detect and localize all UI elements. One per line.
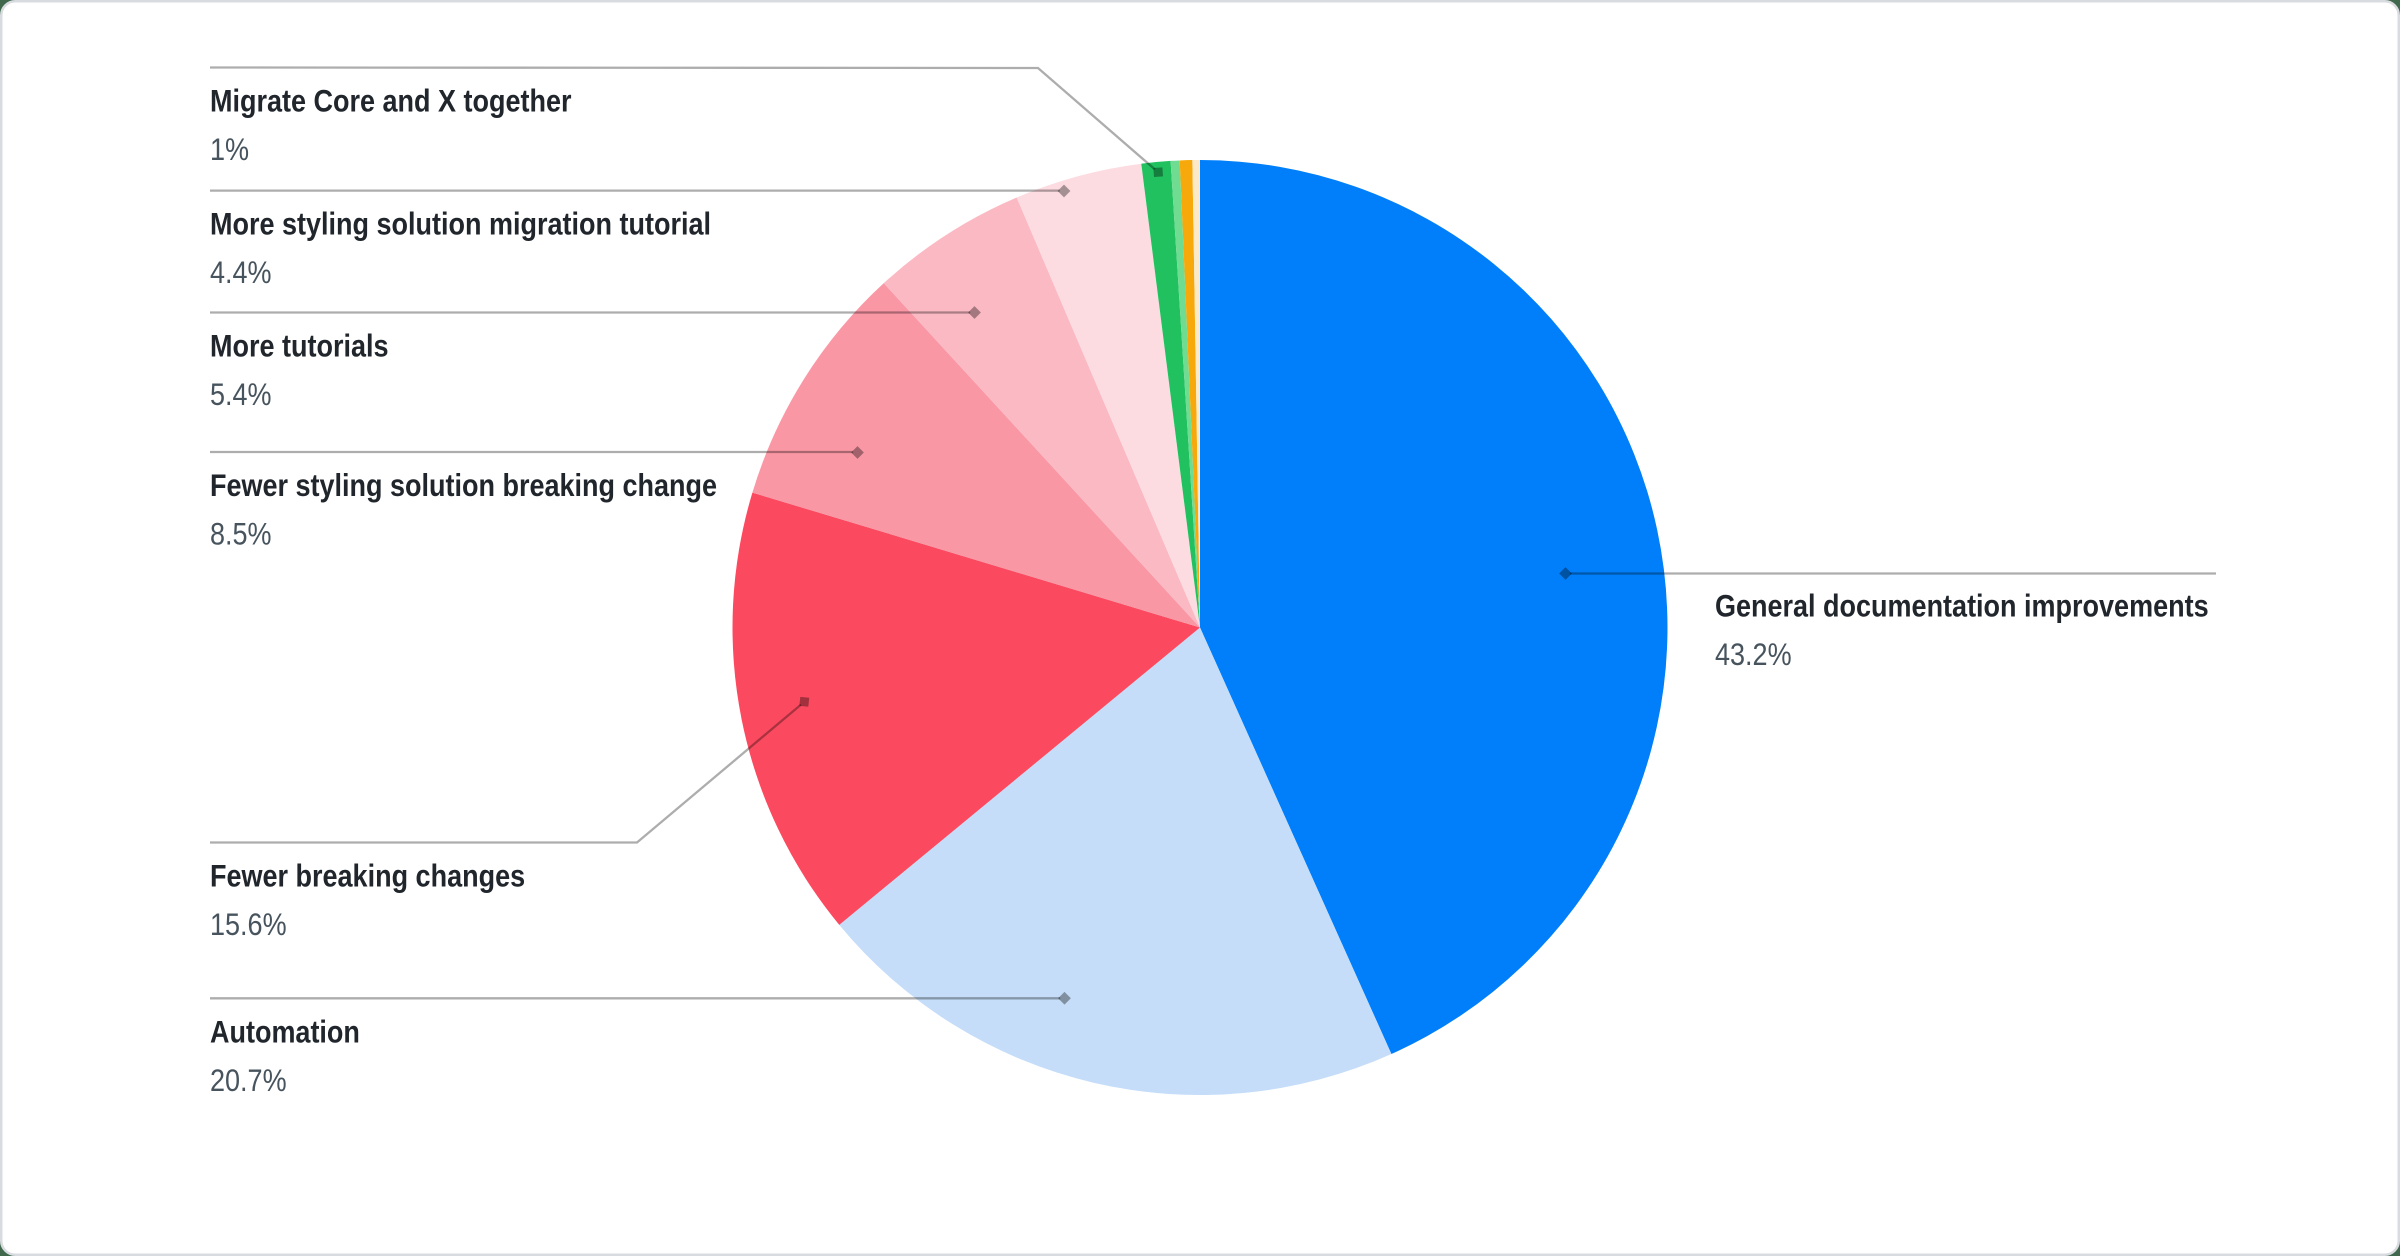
svg-text:15.6%: 15.6% [210,906,287,942]
svg-text:1%: 1% [210,131,249,167]
svg-text:20.7%: 20.7% [210,1062,287,1098]
svg-text:More tutorials: More tutorials [210,328,389,364]
svg-text:Fewer breaking changes: Fewer breaking changes [210,858,525,894]
svg-text:43.2%: 43.2% [1715,636,1792,672]
svg-text:Fewer styling solution breakin: Fewer styling solution breaking change [210,467,717,503]
svg-text:Migrate Core and X together: Migrate Core and X together [210,83,572,119]
svg-text:4.4%: 4.4% [210,254,272,290]
svg-text:5.4%: 5.4% [210,376,272,412]
svg-text:Automation: Automation [210,1013,360,1049]
svg-text:General documentation improvem: General documentation improvements [1715,588,2209,624]
svg-text:More styling solution migratio: More styling solution migration tutorial [210,206,711,242]
svg-text:8.5%: 8.5% [210,515,272,551]
